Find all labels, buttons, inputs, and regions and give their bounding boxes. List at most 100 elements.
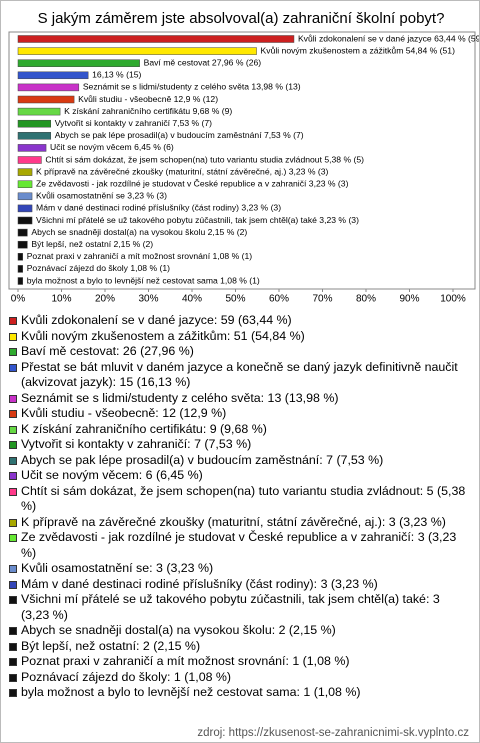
value-label: Baví mě cestovat 27,96 % (26)	[144, 57, 262, 67]
legend-item: Kvůli zdokonalení se v dané jazyce: 59 (…	[9, 313, 471, 329]
bar	[17, 59, 140, 67]
legend-swatch	[9, 394, 17, 403]
legend-label: Baví mě cestovat: 26 (27,96 %)	[21, 344, 194, 358]
bar	[17, 192, 33, 201]
legend-item: Seznámit se s lidmi/studenty z celého sv…	[9, 391, 471, 407]
x-tick-label: 0%	[11, 294, 26, 305]
value-label: Poznávací zájezd do školy 1,08 % (1)	[27, 263, 170, 273]
legend-item: Kvůli studiu - všeobecně: 12 (12,9 %)	[9, 406, 471, 422]
value-label: Mám v dané destinaci rodiné příslušníky …	[36, 203, 281, 213]
legend-label: K získání zahraničního certifikátu: 9 (9…	[21, 421, 267, 436]
legend-item: Ze zvědavosti - jak rozdílné je studovat…	[9, 530, 471, 561]
value-label: Vytvořit si kontakty v zahraničí 7,53 % …	[55, 118, 212, 128]
legend-swatch	[9, 596, 17, 604]
value-label: Seznámit se s lidmi/studenty z celého sv…	[83, 82, 301, 92]
legend-label: Být lepší, než ostatní: 2 (2,15 %)	[21, 638, 201, 653]
legend-item: Abych se snadněji dostal(a) na vysokou š…	[9, 623, 471, 639]
legend-label: Abych se pak lépe prosadil(a) v budoucím…	[21, 452, 384, 467]
legend-label: Kvůli osamostatnění se: 3 (3,23 %)	[21, 561, 214, 575]
legend-item: Učit se novým věcem: 6 (6,45 %)	[9, 468, 471, 484]
bar	[17, 83, 80, 92]
legend-swatch	[9, 518, 17, 527]
legend-label: Kvůli zdokonalení se v dané jazyce: 59 (…	[21, 313, 292, 327]
chart-title: S jakým záměrem jste absolvoval(a) zahra…	[38, 10, 445, 27]
bar	[17, 95, 75, 104]
legend-item: Všichni mí přátelé se už takového pobytu…	[9, 592, 471, 623]
bar	[17, 265, 23, 273]
legend-label: Přestat se bát mluvit v daném jazyce a k…	[21, 359, 458, 390]
bar	[17, 35, 295, 43]
legend-item: Abych se pak lépe prosadil(a) v budoucím…	[9, 453, 471, 469]
legend-swatch	[9, 332, 17, 341]
legend-swatch	[9, 534, 17, 542]
legend-item: Poznat praxi v zahraničí a mít možnost s…	[9, 654, 471, 670]
bar	[17, 119, 52, 128]
bar	[17, 277, 23, 285]
legend-swatch	[9, 472, 17, 480]
x-tick-label: 30%	[138, 294, 158, 305]
value-label: Kvůli studiu - všeobecně 12,9 % (12)	[78, 94, 218, 104]
legend-swatch	[9, 425, 17, 434]
bar	[17, 253, 23, 261]
value-label: Kvůli osamostatnění se 3,23 % (3)	[36, 191, 167, 201]
x-tick-label: 40%	[182, 294, 202, 305]
value-label: byla možnost a bylo to levnější než cest…	[27, 275, 260, 285]
bar	[17, 168, 33, 176]
value-label: Abych se pak lépe prosadil(a) v budoucím…	[55, 130, 304, 140]
x-tick-label: 20%	[95, 294, 115, 305]
legend-item: Přestat se bát mluvit v daném jazyce a k…	[9, 360, 471, 391]
bar	[17, 71, 89, 80]
value-label: 16,13 % (15)	[92, 70, 141, 80]
value-label: Ze zvědavosti - jak rozdílné je studovat…	[36, 178, 349, 188]
legend-swatch	[9, 627, 17, 635]
value-label: Učit se novým věcem 6,45 % (6)	[50, 142, 174, 152]
x-tick-label: 80%	[356, 294, 376, 305]
x-tick-label: 10%	[51, 294, 71, 305]
value-label: K získání zahraničního certifikátu 9,68 …	[64, 106, 232, 116]
legend-label: Abych se snadněji dostal(a) na vysokou š…	[21, 623, 336, 637]
bar	[17, 204, 33, 213]
legend-item: K získání zahraničního certifikátu: 9 (9…	[9, 422, 471, 438]
legend-label: byla možnost a bylo to levnější než cest…	[21, 685, 361, 699]
legend-label: Poznávací zájezd do školy: 1 (1,08 %)	[21, 669, 232, 684]
x-tick-label: 100%	[440, 294, 466, 305]
legend-swatch	[9, 410, 17, 418]
legend-item: Baví mě cestovat: 26 (27,96 %)	[9, 344, 471, 360]
legend-label: K přípravě na závěrečné zkoušky (maturit…	[21, 514, 446, 529]
chart: S jakým záměrem jste absolvoval(a) zahra…	[8, 10, 480, 305]
legend-swatch	[9, 580, 17, 589]
legend-label: Ze zvědavosti - jak rozdílné je studovat…	[21, 530, 457, 560]
value-label: Všichni mí přátelé se už takového pobytu…	[36, 215, 359, 225]
legend-swatch	[9, 642, 17, 651]
legend-swatch	[9, 689, 17, 697]
x-tick-label: 50%	[225, 294, 245, 305]
bar	[17, 180, 33, 188]
legend-item: Vytvořit si kontakty v zahraničí: 7 (7,5…	[9, 437, 471, 453]
legend-swatch	[9, 441, 17, 449]
value-label: Být lepší, než ostatní 2,15 % (2)	[31, 239, 153, 249]
legend-swatch	[9, 317, 17, 325]
legend-label: Kvůli novým zkušenostem a zážitkům: 51 (…	[21, 328, 305, 343]
value-label: Poznat praxi v zahraničí a mít možnost s…	[27, 251, 253, 261]
legend-label: Chtít si sám dokázat, že jsem schopen(na…	[21, 483, 466, 514]
legend-item: Mám v dané destinaci rodiné příslušníky …	[9, 577, 471, 593]
legend-swatch	[9, 565, 17, 573]
value-label: Chtít si sám dokázat, že jsem schopen(na…	[45, 154, 364, 164]
legend-swatch	[9, 363, 17, 372]
legend-swatch	[9, 456, 17, 465]
legend-swatch	[9, 658, 17, 666]
legend-item: K přípravě na závěrečné zkoušky (maturit…	[9, 515, 471, 531]
bar	[17, 132, 52, 140]
bar	[17, 144, 47, 152]
value-label: Abych se snadněji dostal(a) na vysokou š…	[31, 227, 247, 237]
bar	[17, 156, 42, 164]
value-label: Kvůli novým zkušenostem a zážitkům 54,84…	[261, 45, 456, 55]
legend-item: Kvůli osamostatnění se: 3 (3,23 %)	[9, 561, 471, 577]
x-tick-label: 60%	[269, 294, 289, 305]
legend-label: Vytvořit si kontakty v zahraničí: 7 (7,5…	[21, 437, 252, 451]
legend-swatch	[9, 487, 17, 496]
bar	[17, 216, 33, 225]
value-label: K přípravě na závěrečné zkoušky (maturit…	[36, 166, 328, 176]
legend-label: Učit se novým věcem: 6 (6,45 %)	[21, 468, 203, 482]
